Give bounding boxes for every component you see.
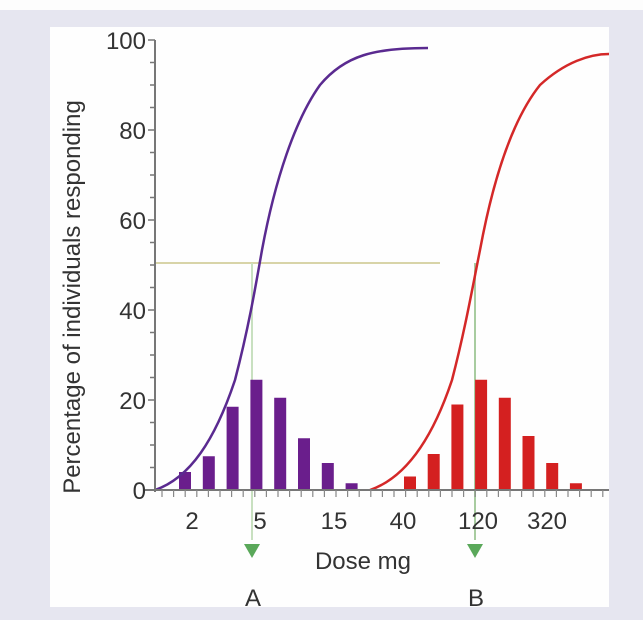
y-tick-label-60: 60 [119,208,146,235]
x-tick-label-5: 5 [253,508,266,535]
histogram-bar [202,456,215,490]
histogram-bar [321,463,334,490]
x-tick-label-120: 120 [458,508,498,535]
x-tick-label-320: 320 [527,508,567,535]
ed50-arrow-a-icon [244,544,260,558]
histogram-bar [522,436,535,490]
y-axis-title: Percentage of individuals responding [59,100,86,494]
histogram-bar [298,438,310,490]
x-axis-ticks [161,490,604,497]
y-tick-label-100: 100 [106,28,146,55]
marker-label-b: B [468,585,484,612]
histogram-bar [179,472,191,490]
ed50-arrow-b-icon [467,544,483,558]
histogram-drug-b [404,379,582,490]
histogram-bar [498,397,511,490]
histogram-bar [404,476,416,490]
histogram-bar [546,463,559,490]
histogram-bar [345,483,358,490]
histogram-bar [451,404,464,490]
histogram-bar [475,379,488,490]
x-axis-title: Dose mg [315,548,411,575]
x-tick-label-2: 2 [185,508,198,535]
histogram-bar [274,397,287,490]
y-axis-ticks [148,39,155,491]
cumulative-curve-drug-b [369,52,610,492]
y-tick-label-40: 40 [119,298,146,325]
histogram-bar [569,483,582,490]
x-tick-label-15: 15 [321,508,348,535]
y-tick-label-80: 80 [119,118,146,145]
y-tick-label-0: 0 [133,478,146,505]
cumulative-curve-drug-a [154,46,429,492]
histogram-drug-a [179,379,358,490]
marker-label-a: A [245,585,261,612]
y-tick-label-20: 20 [119,388,146,415]
histogram-bar [427,454,440,490]
histogram-bar [250,379,263,490]
x-tick-label-40: 40 [390,508,417,535]
histogram-bar [226,406,239,490]
